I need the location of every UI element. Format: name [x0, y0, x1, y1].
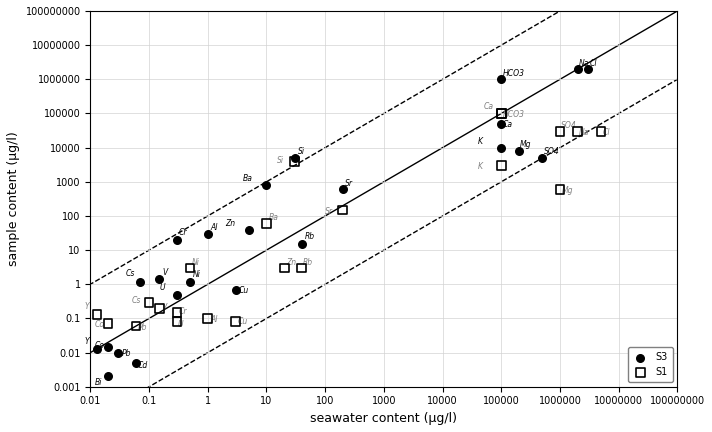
- S3: [513, 147, 525, 154]
- S1: [555, 128, 566, 135]
- S3: [172, 236, 183, 243]
- Text: Na: Na: [579, 59, 590, 67]
- S3: [130, 359, 142, 366]
- Text: K: K: [478, 162, 483, 172]
- S3: [103, 343, 114, 350]
- Y-axis label: sample content (μg/l): sample content (μg/l): [7, 131, 20, 266]
- Text: Rb: Rb: [303, 257, 313, 267]
- S1: [130, 323, 142, 330]
- Text: Mg: Mg: [520, 140, 532, 149]
- Legend: S3, S1: S3, S1: [628, 347, 673, 382]
- S3: [202, 230, 214, 237]
- S1: [296, 264, 308, 271]
- S1: [261, 220, 272, 227]
- Text: Cs: Cs: [132, 296, 141, 305]
- S1: [337, 206, 349, 213]
- Text: Cu: Cu: [239, 286, 248, 295]
- Text: Ba: Ba: [269, 213, 279, 222]
- Text: Cl: Cl: [590, 59, 597, 67]
- S1: [172, 309, 183, 316]
- Text: Ni: Ni: [192, 257, 199, 267]
- Text: Al: Al: [210, 222, 218, 232]
- S1: [143, 299, 155, 305]
- S3: [135, 278, 146, 285]
- Text: Cr: Cr: [179, 307, 187, 316]
- Text: Pb: Pb: [122, 349, 132, 358]
- Text: Sr: Sr: [325, 207, 333, 216]
- S3: [172, 291, 183, 298]
- S3: [243, 226, 254, 233]
- Text: U: U: [159, 283, 165, 292]
- S3: [103, 373, 114, 380]
- S1: [496, 110, 507, 117]
- Text: V: V: [162, 268, 168, 277]
- Text: V: V: [161, 303, 167, 312]
- S1: [555, 186, 566, 193]
- S1: [289, 158, 300, 165]
- Text: Cd: Cd: [138, 362, 148, 371]
- Text: Si: Si: [298, 147, 305, 156]
- Text: Co: Co: [95, 341, 105, 350]
- Text: Zn: Zn: [226, 219, 236, 228]
- S1: [172, 318, 183, 325]
- S3: [289, 155, 300, 162]
- Text: Cl: Cl: [602, 128, 610, 137]
- Text: K: K: [478, 137, 483, 146]
- Text: Si: Si: [277, 156, 284, 165]
- Text: Cs: Cs: [126, 269, 135, 278]
- S3: [91, 345, 103, 352]
- S3: [261, 181, 272, 188]
- Text: Rb: Rb: [305, 232, 315, 241]
- S1: [595, 128, 607, 135]
- Text: Ca: Ca: [483, 102, 493, 111]
- S1: [278, 264, 290, 271]
- Text: Pb: Pb: [138, 323, 147, 332]
- Text: HCO3: HCO3: [503, 69, 525, 78]
- Text: SO4: SO4: [561, 121, 577, 130]
- S3: [337, 186, 349, 193]
- Text: Co: Co: [95, 320, 105, 329]
- S1: [230, 318, 241, 325]
- X-axis label: seawater content (μg/l): seawater content (μg/l): [310, 412, 457, 425]
- S1: [572, 128, 583, 135]
- S3: [582, 66, 594, 73]
- S1: [496, 110, 507, 117]
- S1: [154, 305, 165, 311]
- Text: Mg: Mg: [561, 186, 573, 195]
- S3: [537, 155, 548, 162]
- Text: Y: Y: [85, 302, 89, 311]
- S3: [296, 241, 308, 248]
- Text: U: U: [178, 320, 184, 329]
- S1: [103, 320, 114, 327]
- Text: SO4: SO4: [544, 147, 560, 156]
- S3: [230, 286, 241, 293]
- S3: [572, 66, 583, 73]
- S1: [496, 162, 507, 169]
- S1: [202, 315, 214, 322]
- S3: [112, 349, 124, 356]
- S3: [154, 276, 165, 283]
- Text: Sr: Sr: [345, 178, 353, 187]
- Text: Cu: Cu: [237, 317, 248, 326]
- S3: [496, 76, 507, 83]
- Text: Bi: Bi: [95, 378, 103, 387]
- S1: [91, 311, 103, 318]
- S1: [184, 264, 196, 271]
- Text: Ba: Ba: [243, 175, 253, 183]
- Text: Ni: Ni: [192, 270, 200, 279]
- Text: Na: Na: [579, 128, 590, 137]
- Text: Ca: Ca: [503, 120, 513, 129]
- S3: [496, 120, 507, 127]
- Text: Y: Y: [85, 337, 89, 346]
- Text: Al: Al: [210, 315, 218, 324]
- S3: [184, 278, 196, 285]
- Text: Zn: Zn: [287, 257, 297, 267]
- S3: [496, 144, 507, 151]
- Text: HCO3: HCO3: [503, 110, 525, 119]
- Text: Cr: Cr: [179, 228, 187, 236]
